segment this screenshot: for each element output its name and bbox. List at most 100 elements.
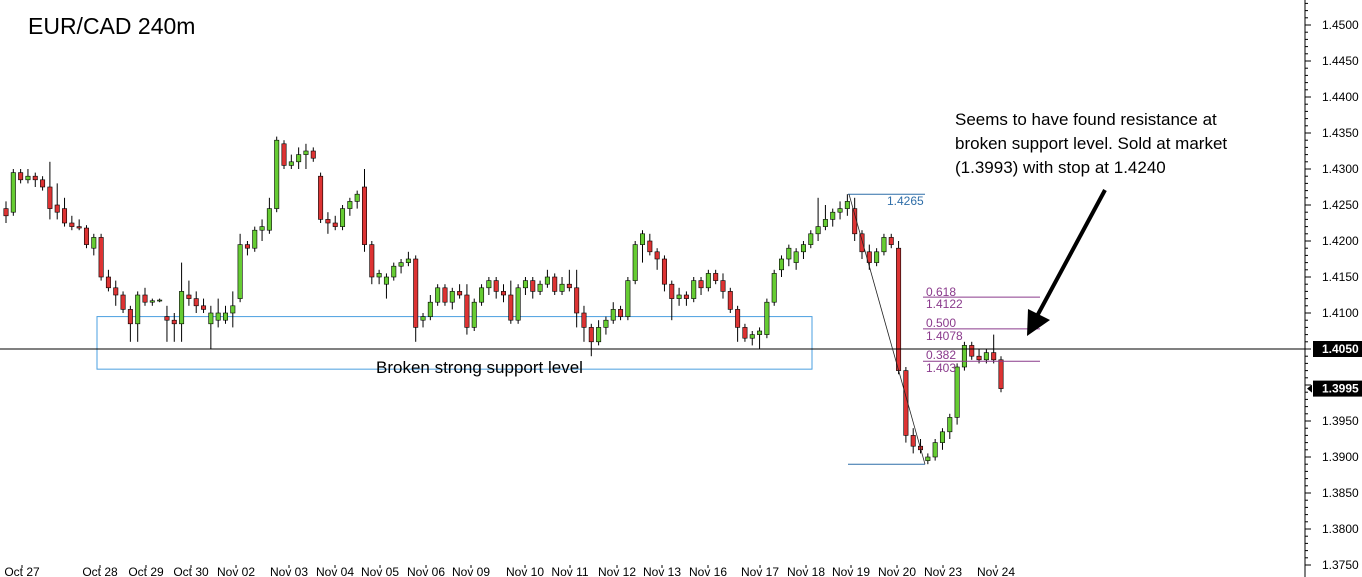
candle-body [464, 294, 470, 328]
candle-body [515, 287, 521, 321]
y-tick-label: 1.3850 [1322, 486, 1359, 500]
candle-body [888, 237, 894, 245]
candle-body [442, 287, 448, 303]
x-tick-label: Oct 29 [128, 565, 164, 577]
candle-body [471, 301, 477, 328]
y-tick-label: 1.4150 [1322, 270, 1359, 284]
candle-body [457, 291, 463, 296]
candle-body [54, 204, 60, 213]
x-tick-label: Nov 04 [316, 565, 354, 577]
candle-body [932, 442, 938, 458]
candle-body [647, 240, 653, 253]
candle-body [171, 319, 177, 325]
candle-body [398, 262, 404, 267]
candle-body [735, 309, 741, 328]
candle-body [596, 327, 602, 343]
candle-body [830, 211, 836, 220]
candle-body [310, 150, 316, 159]
candle-body [98, 237, 104, 278]
fib-price-618: 1.4122 [926, 297, 963, 311]
x-axis-group: Oct 27 Oct 28 Oct 29 Oct 30 Nov 02 Nov 03 Nov … [4, 565, 1015, 577]
y-tick-label: 1.4500 [1322, 18, 1359, 32]
candle-body [954, 366, 960, 418]
candle-body [625, 280, 631, 317]
current-price-marker [1307, 384, 1312, 393]
candle-body [764, 301, 770, 335]
x-tick-label: Oct 27 [4, 565, 40, 577]
y-tick-label: 1.3995 [1322, 382, 1359, 396]
candle-body [822, 219, 828, 227]
candle-body [603, 319, 609, 328]
candle-body [296, 154, 302, 163]
x-tick-label: Nov 02 [217, 565, 255, 577]
candle-body [413, 258, 419, 328]
x-tick-label: Nov 20 [878, 565, 916, 577]
candle-body [779, 258, 785, 271]
candle-body [208, 312, 214, 325]
candle-body [559, 283, 565, 292]
candles-group [3, 136, 1004, 465]
candle-body [910, 435, 916, 447]
candle-body [640, 233, 646, 245]
candle-body [713, 273, 719, 281]
candle-body [654, 251, 660, 260]
candle-body [318, 175, 324, 220]
candle-body [325, 219, 331, 224]
candle-body [742, 327, 748, 339]
candle-body [113, 287, 119, 296]
candle-body [859, 233, 865, 253]
x-tick-label: Nov 06 [407, 565, 445, 577]
candle-body [18, 172, 24, 181]
candle-body [391, 265, 397, 278]
annotation-arrow-shaft [1034, 189, 1107, 319]
candle-body [83, 227, 89, 245]
candle-body [427, 301, 433, 317]
y-tick-label: 1.4400 [1322, 90, 1359, 104]
candle-body [800, 244, 806, 253]
candle-body [244, 244, 250, 249]
candle-body [632, 244, 638, 281]
candle-body [186, 294, 192, 299]
candle-body [705, 273, 711, 289]
fib-diagonal [848, 194, 926, 465]
candle-body [369, 244, 375, 278]
candle-body [449, 291, 455, 303]
x-tick-label: Oct 28 [82, 565, 118, 577]
candle-body [120, 294, 126, 310]
y-tick-label: 1.4250 [1322, 198, 1359, 212]
candle-body [991, 352, 997, 361]
candle-body [925, 456, 931, 461]
x-tick-label: Nov 16 [689, 565, 727, 577]
overlays-group [0, 189, 1305, 465]
candle-body [618, 309, 624, 317]
candle-body [691, 280, 697, 299]
candle-body [757, 330, 763, 335]
candle-body [530, 280, 536, 292]
candle-body [486, 280, 492, 289]
candle-body [683, 294, 689, 299]
current-price-badge [1313, 380, 1362, 397]
candle-body [266, 208, 272, 231]
candle-body [698, 280, 704, 289]
candle-body [135, 294, 141, 325]
candle-body [105, 276, 111, 289]
candle-body [896, 247, 902, 371]
candle-body [69, 222, 75, 227]
candle-body [720, 280, 726, 292]
candle-body [32, 175, 38, 181]
candle-body [588, 327, 594, 343]
candle-body [193, 298, 199, 307]
candle-body [201, 305, 207, 310]
x-tick-label: Nov 13 [643, 565, 681, 577]
candle-body [230, 305, 236, 314]
chart-title: EUR/CAD 240m [28, 13, 196, 39]
candle-body [10, 172, 16, 213]
x-tick-label: Nov 09 [452, 565, 490, 577]
candle-body [676, 294, 682, 299]
candle-body [25, 175, 31, 181]
x-tick-label: Nov 12 [598, 565, 636, 577]
candle-body [91, 237, 97, 249]
y-tick-label: 1.4450 [1322, 54, 1359, 68]
candle-body [874, 251, 880, 263]
candle-body [127, 309, 133, 325]
